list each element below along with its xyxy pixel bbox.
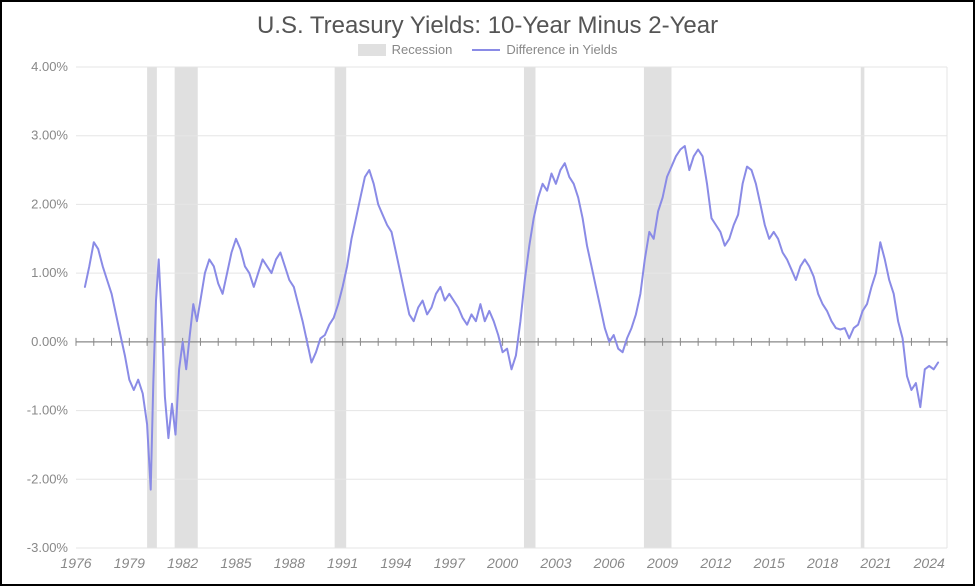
yield-diff-swatch [472, 49, 500, 51]
x-axis-label: 1997 [434, 555, 466, 571]
yield-diff-line [85, 146, 938, 490]
y-axis-label: 4.00% [31, 61, 68, 74]
legend: Recession Difference in Yields [14, 42, 961, 57]
legend-label-recession: Recession [392, 42, 453, 57]
y-axis-label: -2.00% [27, 471, 69, 486]
y-axis-label: 0.00% [31, 334, 68, 349]
y-axis-label: 2.00% [31, 196, 68, 211]
chart-plot-area: -3.00% -2.00% -1.00% 0.00% 1.00% 2.00% 3.00% 4.… [14, 61, 961, 578]
x-axis-label: 2018 [806, 555, 838, 571]
x-axis-label: 2003 [539, 555, 571, 571]
x-axis-label: 2009 [646, 555, 678, 571]
x-axis-label: 2000 [486, 555, 518, 571]
legend-label-yield-diff: Difference in Yields [506, 42, 617, 57]
y-axis-label: -3.00% [27, 540, 69, 555]
x-axis-label: 1988 [274, 555, 305, 571]
x-axis-label: 1991 [327, 555, 358, 571]
x-axis-label: 2006 [593, 555, 625, 571]
x-axis-label: 1982 [167, 555, 198, 571]
x-axis-label: 2015 [753, 555, 785, 571]
recession-band [524, 67, 536, 548]
recession-swatch [358, 44, 386, 56]
y-axis-label: 3.00% [31, 128, 68, 143]
x-axis-label: 2012 [699, 555, 731, 571]
chart-svg: -3.00% -2.00% -1.00% 0.00% 1.00% 2.00% 3.00% 4.… [14, 61, 961, 578]
x-axis-label: 1994 [380, 555, 411, 571]
x-axis-label: 2021 [859, 555, 891, 571]
x-axis-label: 1976 [60, 555, 91, 571]
recession-band [644, 67, 672, 548]
chart-frame: U.S. Treasury Yields: 10-Year Minus 2-Ye… [0, 0, 975, 586]
legend-item-yield-diff: Difference in Yields [472, 42, 617, 57]
y-axis-label: -1.00% [27, 403, 69, 418]
x-axis-label: 1985 [220, 555, 251, 571]
chart-title: U.S. Treasury Yields: 10-Year Minus 2-Ye… [14, 12, 961, 40]
legend-item-recession: Recession [358, 42, 453, 57]
y-axis-label: 1.00% [31, 265, 68, 280]
x-axis-label: 1979 [114, 555, 145, 571]
x-axis-label: 2024 [913, 555, 945, 571]
